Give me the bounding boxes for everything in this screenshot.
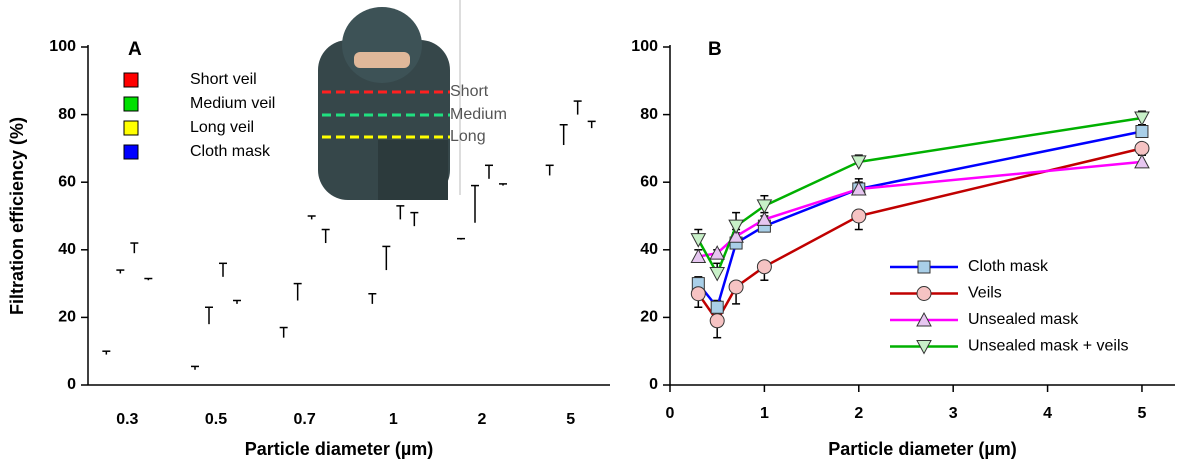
x-axis-label: Particle diameter (µm) [245,439,433,459]
y-tick-label: 20 [58,309,76,326]
x-tick-label: 2 [478,411,487,428]
marker [1135,125,1149,138]
illustration: Short Medium Long [318,0,507,200]
marker [850,155,867,170]
legend-label: Medium veil [190,95,275,112]
legend-label: Long veil [190,119,254,136]
annotation: Medium [450,106,507,123]
marker [710,300,724,314]
x-tick-label: 5 [566,411,575,428]
y-axis-label: Filtration efficiency (%) [7,117,27,315]
marker [709,245,726,260]
y-tick-label: 40 [640,241,658,258]
marker [916,286,932,301]
y-tick-label: 40 [58,241,76,258]
marker [1134,140,1150,156]
marker [1134,153,1150,169]
marker [690,233,707,248]
x-tick-label: 1 [389,411,398,428]
legend-swatch [123,96,139,112]
marker [728,219,744,235]
x-tick-label: 0 [666,405,675,422]
annotation: Long [450,128,486,145]
marker [756,199,773,214]
y-tick-label: 80 [58,106,76,123]
y-tick-label: 80 [640,106,658,123]
legend-label: Unsealed mask [968,311,1079,328]
legend-label: Veils [968,285,1002,302]
marker [728,228,744,243]
x-tick-label: 4 [1043,405,1052,422]
y-tick-label: 60 [640,173,658,190]
legend-swatch [123,120,139,136]
marker [728,279,744,295]
marker [709,313,725,329]
marker [917,260,931,274]
y-tick-label: 0 [67,376,76,393]
marker [756,211,773,226]
marker [916,311,932,327]
marker [916,340,932,355]
legend-label: Cloth mask [968,258,1049,275]
figure-eyes [354,52,410,68]
legend-label: Cloth mask [190,143,271,160]
x-tick-label: 3 [949,405,958,422]
marker [756,259,772,275]
y-tick-label: 100 [49,38,76,55]
panel-label: A [128,39,142,60]
legend-swatch [123,144,139,160]
marker [851,208,867,224]
marker [690,248,707,264]
x-tick-label: 5 [1138,405,1147,422]
figure-head [342,7,422,83]
legend-swatch [123,72,139,88]
x-tick-label: 0.7 [294,411,316,428]
y-tick-label: 60 [58,173,76,190]
x-tick-label: 1 [760,405,769,422]
marker [1134,111,1150,127]
figure-shade [378,140,448,200]
x-axis-label: Particle diameter (µm) [828,439,1016,459]
legend-label: Unsealed mask + veils [968,338,1129,355]
x-tick-label: 2 [854,405,863,422]
marker [690,286,706,302]
x-tick-label: 0.3 [116,411,138,428]
y-tick-label: 20 [640,309,658,326]
panel-label: B [708,39,722,60]
y-tick-label: 0 [649,376,658,393]
annotation: Short [450,83,489,100]
y-tick-label: 100 [631,38,658,55]
marker [709,266,726,282]
legend-label: Short veil [190,71,257,88]
marker [850,180,867,196]
x-tick-label: 0.5 [205,411,227,428]
